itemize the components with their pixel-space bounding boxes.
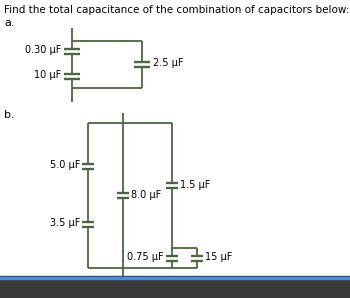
Text: b.: b.: [4, 110, 15, 120]
Text: 8.0 μF: 8.0 μF: [131, 190, 161, 199]
Text: a.: a.: [4, 18, 14, 28]
Bar: [0, 276, 350, 298]
Text: 2.5 μF: 2.5 μF: [153, 58, 183, 69]
Text: 3.5 μF: 3.5 μF: [50, 218, 80, 229]
Text: 1.5 μF: 1.5 μF: [180, 179, 210, 190]
Text: 15 μF: 15 μF: [205, 252, 232, 262]
Text: 10 μF: 10 μF: [34, 70, 61, 80]
Text: 0.30 μF: 0.30 μF: [25, 45, 61, 55]
Text: 0.75 μF: 0.75 μF: [127, 252, 164, 262]
Text: 5.0 μF: 5.0 μF: [50, 161, 80, 170]
Text: Find the total capacitance of the combination of capacitors below:: Find the total capacitance of the combin…: [4, 5, 349, 15]
